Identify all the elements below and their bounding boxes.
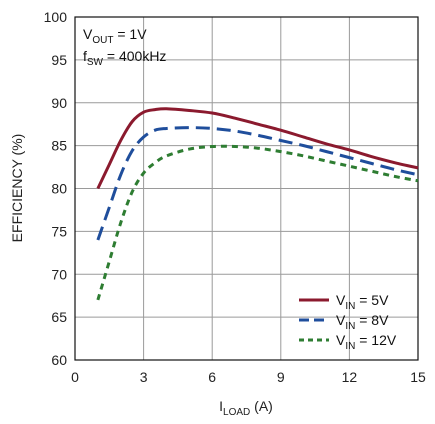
legend-label-3: VIN = 12V bbox=[336, 332, 397, 352]
x-tick-label: 3 bbox=[140, 369, 148, 385]
series-layer bbox=[96, 107, 419, 301]
annotation-1: VOUT = 1V bbox=[83, 26, 147, 46]
x-axis-label-main: I bbox=[219, 398, 223, 414]
y-tick-label: 65 bbox=[51, 309, 67, 325]
tick-labels: 0 3 6 9 12 15 60 65 70 75 80 85 90 95 100 bbox=[44, 9, 426, 385]
y-axis-label: EFFICIENCY (%) bbox=[9, 134, 25, 243]
x-tick-label: 9 bbox=[277, 369, 285, 385]
y-tick-label: 75 bbox=[51, 223, 67, 239]
x-axis-label-sub: LOAD bbox=[223, 407, 250, 418]
grid bbox=[75, 17, 418, 360]
legend-label-1: VIN = 5V bbox=[336, 292, 389, 312]
series-line-1 bbox=[96, 107, 419, 190]
x-tick-label: 12 bbox=[342, 369, 358, 385]
series-line-2 bbox=[96, 126, 419, 241]
x-tick-label: 15 bbox=[410, 369, 426, 385]
y-tick-label: 85 bbox=[51, 138, 67, 154]
y-tick-label: 80 bbox=[51, 181, 67, 197]
y-tick-label: 95 bbox=[51, 52, 67, 68]
y-tick-label: 70 bbox=[51, 266, 67, 282]
annotation-2: fSW = 400kHz bbox=[83, 48, 166, 68]
y-tick-label: 60 bbox=[51, 352, 67, 368]
x-axis-label: ILOAD (A) bbox=[219, 398, 273, 418]
x-tick-label: 0 bbox=[71, 369, 79, 385]
x-tick-label: 6 bbox=[208, 369, 216, 385]
plot-frame bbox=[74, 16, 419, 361]
series-line-3 bbox=[96, 144, 419, 301]
y-tick-label: 90 bbox=[51, 95, 67, 111]
y-tick-label: 100 bbox=[44, 9, 68, 25]
legend-label-2: VIN = 8V bbox=[336, 312, 389, 332]
x-axis-label-rest: (A) bbox=[250, 398, 273, 414]
